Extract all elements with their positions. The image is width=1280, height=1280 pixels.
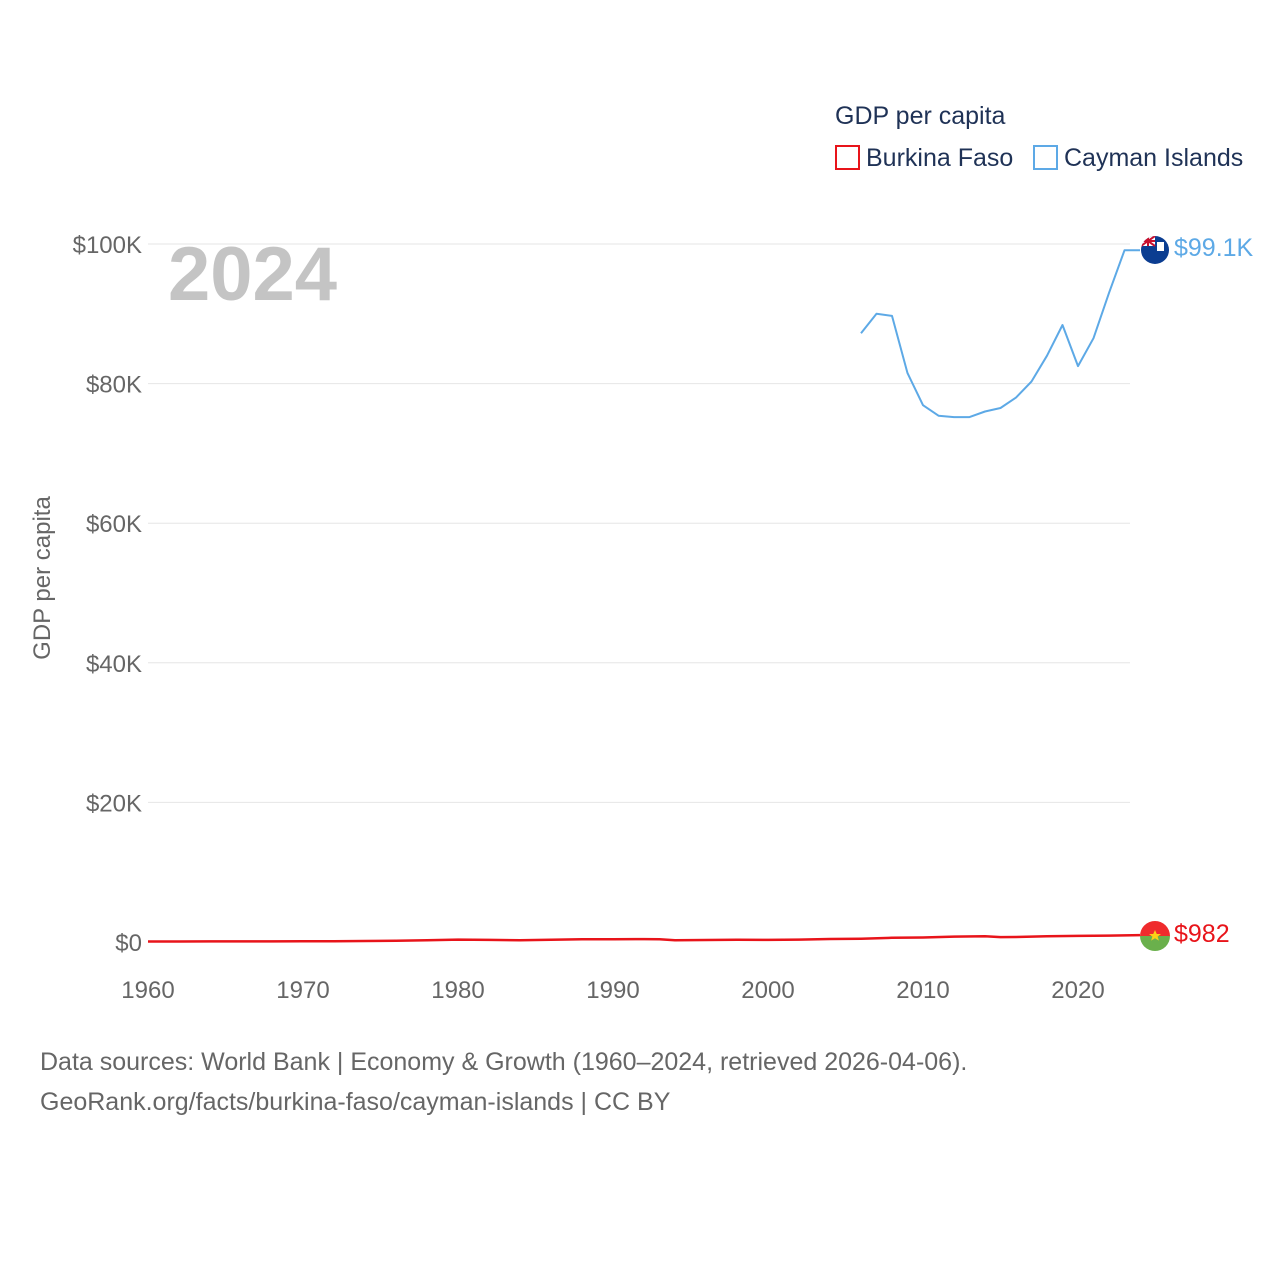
series-line-burkina-faso bbox=[148, 933, 1141, 943]
legend-item-burkina-faso[interactable]: Burkina Faso bbox=[835, 144, 1013, 172]
legend-swatch bbox=[1033, 145, 1058, 170]
legend-title: GDP per capita bbox=[835, 102, 1006, 130]
x-tick-label: 2000 bbox=[741, 977, 794, 1004]
data-sources-text: Data sources: World Bank | Economy & Gro… bbox=[40, 1048, 968, 1076]
x-tick-label: 1980 bbox=[431, 977, 484, 1004]
series-lines bbox=[148, 249, 1141, 943]
end-value-label-burkina-faso: $982 bbox=[1174, 920, 1230, 948]
cayman-islands-flag-icon bbox=[1141, 236, 1169, 264]
y-tick-label: $80K bbox=[86, 372, 142, 399]
x-tick-label: 2010 bbox=[896, 977, 949, 1004]
y-tick-label: $0 bbox=[115, 930, 142, 957]
y-axis-title: GDP per capita bbox=[29, 496, 56, 660]
burkina-faso-flag-icon bbox=[1140, 921, 1170, 951]
y-tick-label: $100K bbox=[73, 232, 142, 259]
y-tick-label: $60K bbox=[86, 511, 142, 538]
footer: Data sources: World Bank | Economy & Gro… bbox=[40, 1042, 967, 1122]
source-link[interactable]: GeoRank.org/facts/burkina-faso/cayman-is… bbox=[40, 1088, 671, 1116]
line-chart: $0 $20K $40K $60K $80K $100K 1960 1970 1980 1990… bbox=[29, 102, 1254, 1004]
end-value-label-cayman-islands: $99.1K bbox=[1174, 234, 1254, 262]
legend-label: Burkina Faso bbox=[866, 144, 1013, 172]
y-axis: $0 $20K $40K $60K $80K $100K bbox=[73, 232, 142, 957]
x-tick-label: 1960 bbox=[121, 977, 174, 1004]
series-line-cayman-islands bbox=[860, 249, 1140, 419]
legend: GDP per capita Burkina Faso Cayman Islan… bbox=[835, 102, 1243, 172]
year-label: 2024 bbox=[168, 232, 337, 317]
y-tick-label: $40K bbox=[86, 651, 142, 678]
y-tick-label: $20K bbox=[86, 790, 142, 817]
grid-lines bbox=[148, 243, 1130, 803]
x-axis: 1960 1970 1980 1990 2000 2010 2020 bbox=[121, 977, 1104, 1004]
legend-item-cayman-islands[interactable]: Cayman Islands bbox=[1033, 144, 1243, 172]
x-tick-label: 1990 bbox=[586, 977, 639, 1004]
legend-label: Cayman Islands bbox=[1064, 144, 1243, 172]
x-tick-label: 1970 bbox=[276, 977, 329, 1004]
legend-swatch bbox=[835, 145, 860, 170]
x-tick-label: 2020 bbox=[1051, 977, 1104, 1004]
